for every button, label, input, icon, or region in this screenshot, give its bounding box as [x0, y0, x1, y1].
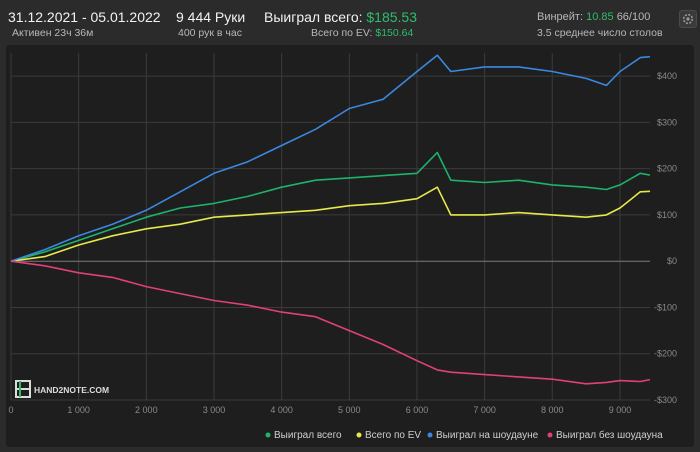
legend-label: Выиграл всего	[274, 430, 342, 441]
won-total-label: Выиграл всего:	[264, 9, 363, 25]
y-tick-label: $400	[657, 71, 677, 81]
y-tick-label: -$100	[654, 302, 677, 312]
legend-marker	[547, 432, 553, 438]
x-tick-label: 1 000	[67, 405, 90, 415]
watermark-text: HAND2NOTE.COM	[34, 385, 109, 395]
series-line-3	[10, 260, 651, 385]
settings-button[interactable]	[679, 10, 697, 28]
legend-marker	[265, 432, 271, 438]
hand2note-logo-icon	[15, 380, 31, 398]
series-line-0	[10, 151, 651, 262]
profit-chart: 0 1 000 2 000 3 000 4 000 5 000 6 000 7 000 8 00…	[6, 45, 694, 447]
x-tick-label: 0	[8, 405, 13, 415]
x-tick-label: 3 000	[203, 405, 226, 415]
avg-tables: 3.5 среднее число столов	[537, 27, 663, 39]
winrate-label: Винрейт:	[537, 11, 584, 23]
legend-marker	[356, 432, 362, 438]
legend: Выиграл всего Всего по EV Выиграл на шоуда…	[265, 429, 663, 441]
gear-icon	[682, 13, 694, 25]
hands-per-hour: 400 рук в час	[178, 27, 242, 39]
legend-label: Выиграл на шоудауне	[436, 430, 539, 441]
hands-count: 9 444 Руки	[176, 9, 246, 25]
y-tick-label: $300	[657, 117, 677, 127]
active-time: Активен 23ч 36м	[12, 27, 94, 39]
y-tick-label: -$300	[654, 395, 677, 405]
series-lines	[10, 54, 651, 385]
date-range: 31.12.2021 - 05.01.2022	[8, 9, 161, 25]
x-tick-label: 4 000	[270, 405, 293, 415]
x-tick-label: 8 000	[541, 405, 564, 415]
winrate: Винрейт: 10.85 66/100	[537, 11, 650, 23]
chart-panel	[6, 45, 694, 447]
ev-total: Всего по EV: $150.64	[311, 27, 413, 39]
y-tick-label: -$200	[654, 349, 677, 359]
won-total: Выиграл всего: $185.53	[264, 9, 417, 25]
legend-marker	[427, 432, 433, 438]
watermark: HAND2NOTE.COM	[15, 380, 109, 398]
legend-item: Выиграл всего	[265, 430, 342, 441]
legend-label: Всего по EV	[365, 430, 421, 441]
grid-lines	[10, 53, 650, 401]
chart-svg: 0 1 000 2 000 3 000 4 000 5 000 6 000 7 000 8 00…	[6, 45, 694, 447]
legend-item: Всего по EV	[356, 430, 421, 441]
y-tick-label: $200	[657, 164, 677, 174]
x-tick-label: 5 000	[338, 405, 361, 415]
winrate-suffix: 66/100	[616, 11, 651, 23]
series-line-1	[10, 186, 651, 262]
ev-total-value: $150.64	[375, 27, 414, 39]
winrate-value: 10.85	[586, 11, 614, 23]
x-tick-label: 9 000	[609, 405, 632, 415]
x-tick-label: 2 000	[135, 405, 158, 415]
x-tick-label: 7 000	[473, 405, 496, 415]
won-total-value: $185.53	[366, 9, 417, 25]
legend-item: Выиграл без шоудауна	[547, 429, 663, 441]
series-line-2	[10, 54, 651, 262]
x-tick-label: 6 000	[406, 405, 429, 415]
y-tick-label: $0	[667, 256, 677, 266]
legend-label: Выиграл без шоудауна	[556, 429, 663, 441]
ev-total-label: Всего по EV:	[311, 27, 373, 39]
summary-header: 31.12.2021 - 05.01.2022 Активен 23ч 36м …	[0, 0, 700, 44]
axis-labels: 0 1 000 2 000 3 000 4 000 5 000 6 000 7 000 8 00…	[8, 71, 677, 415]
legend-item: Выиграл на шоудауне	[427, 430, 539, 441]
y-tick-label: $100	[657, 210, 677, 220]
